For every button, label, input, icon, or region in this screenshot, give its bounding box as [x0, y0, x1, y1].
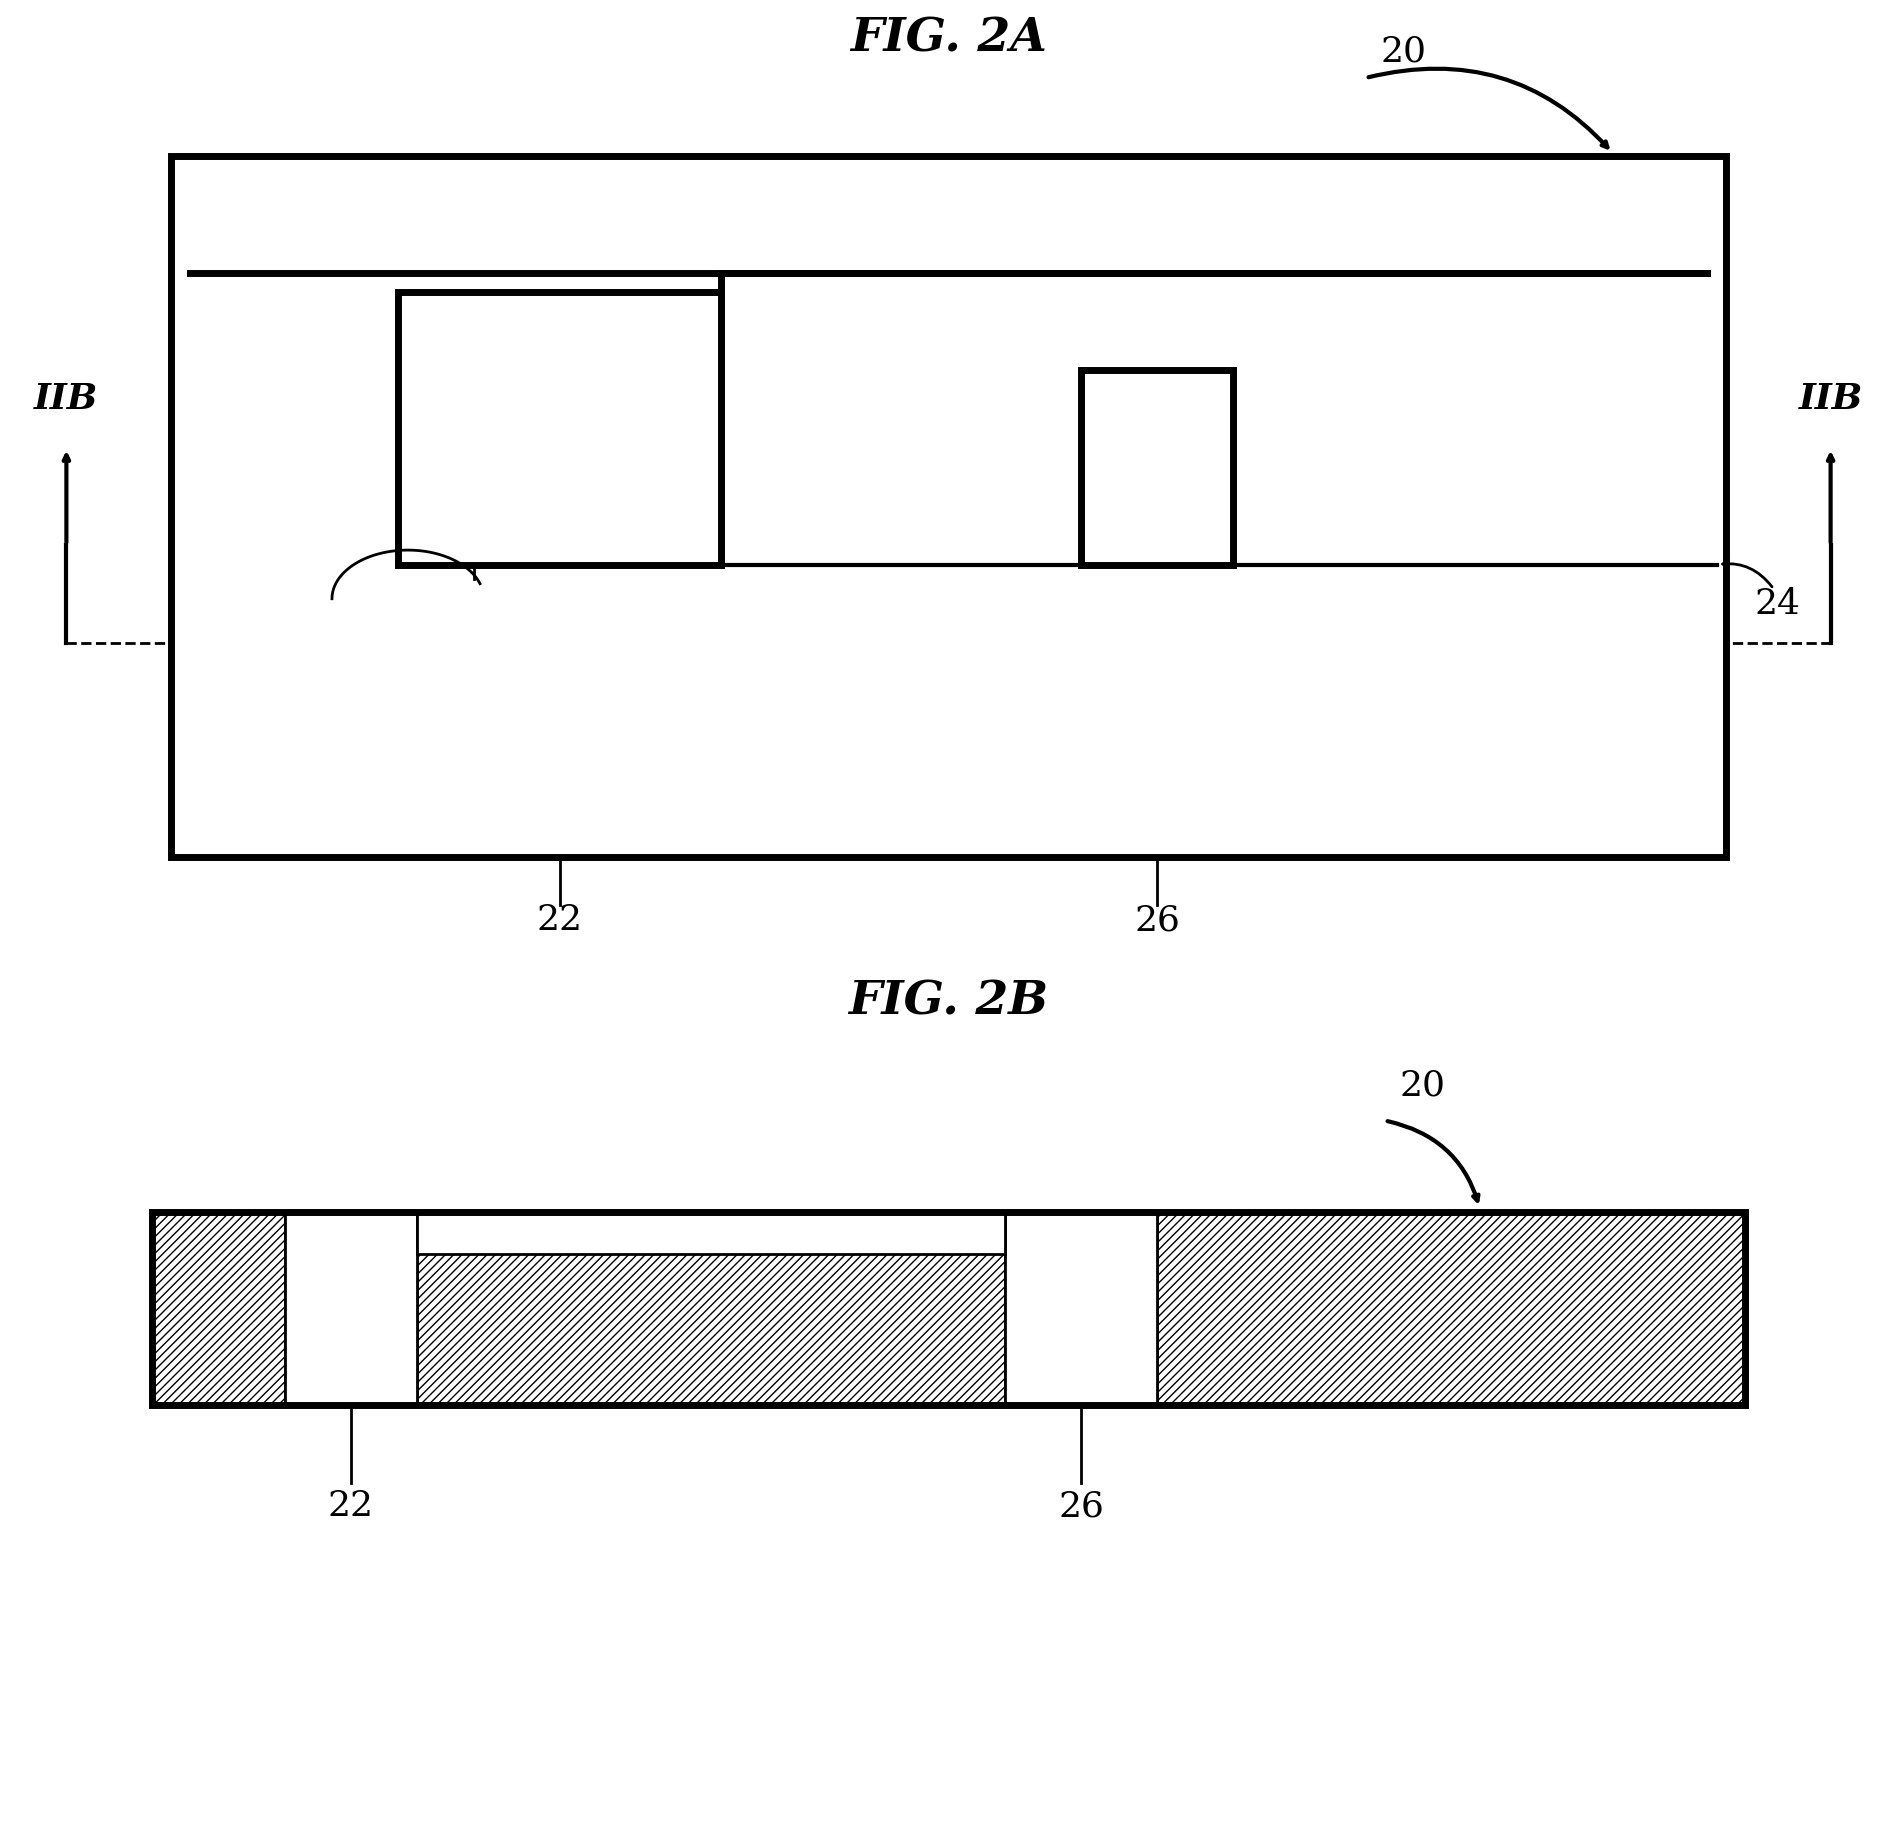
- Text: 20: 20: [1400, 1067, 1446, 1102]
- Bar: [152, 1212, 1745, 1405]
- Text: 26: 26: [1059, 1490, 1104, 1523]
- Text: 24: 24: [1755, 586, 1800, 621]
- Text: IIB: IIB: [34, 382, 99, 417]
- Text: FIG. 2A: FIG. 2A: [850, 17, 1047, 62]
- Text: FIG. 2B: FIG. 2B: [848, 977, 1049, 1025]
- Bar: [417, 1212, 1005, 1253]
- Text: IIB: IIB: [1798, 382, 1863, 417]
- Bar: [1081, 369, 1233, 564]
- Bar: [1157, 1212, 1745, 1405]
- Bar: [1005, 1212, 1157, 1405]
- Text: 20: 20: [1381, 35, 1427, 68]
- Text: 26: 26: [1134, 904, 1180, 937]
- Bar: [285, 1212, 417, 1405]
- Text: 22: 22: [537, 904, 582, 937]
- Bar: [417, 1212, 1005, 1405]
- Bar: [152, 1212, 285, 1405]
- Bar: [171, 156, 1726, 856]
- Bar: [398, 292, 721, 564]
- Text: 22: 22: [328, 1490, 374, 1523]
